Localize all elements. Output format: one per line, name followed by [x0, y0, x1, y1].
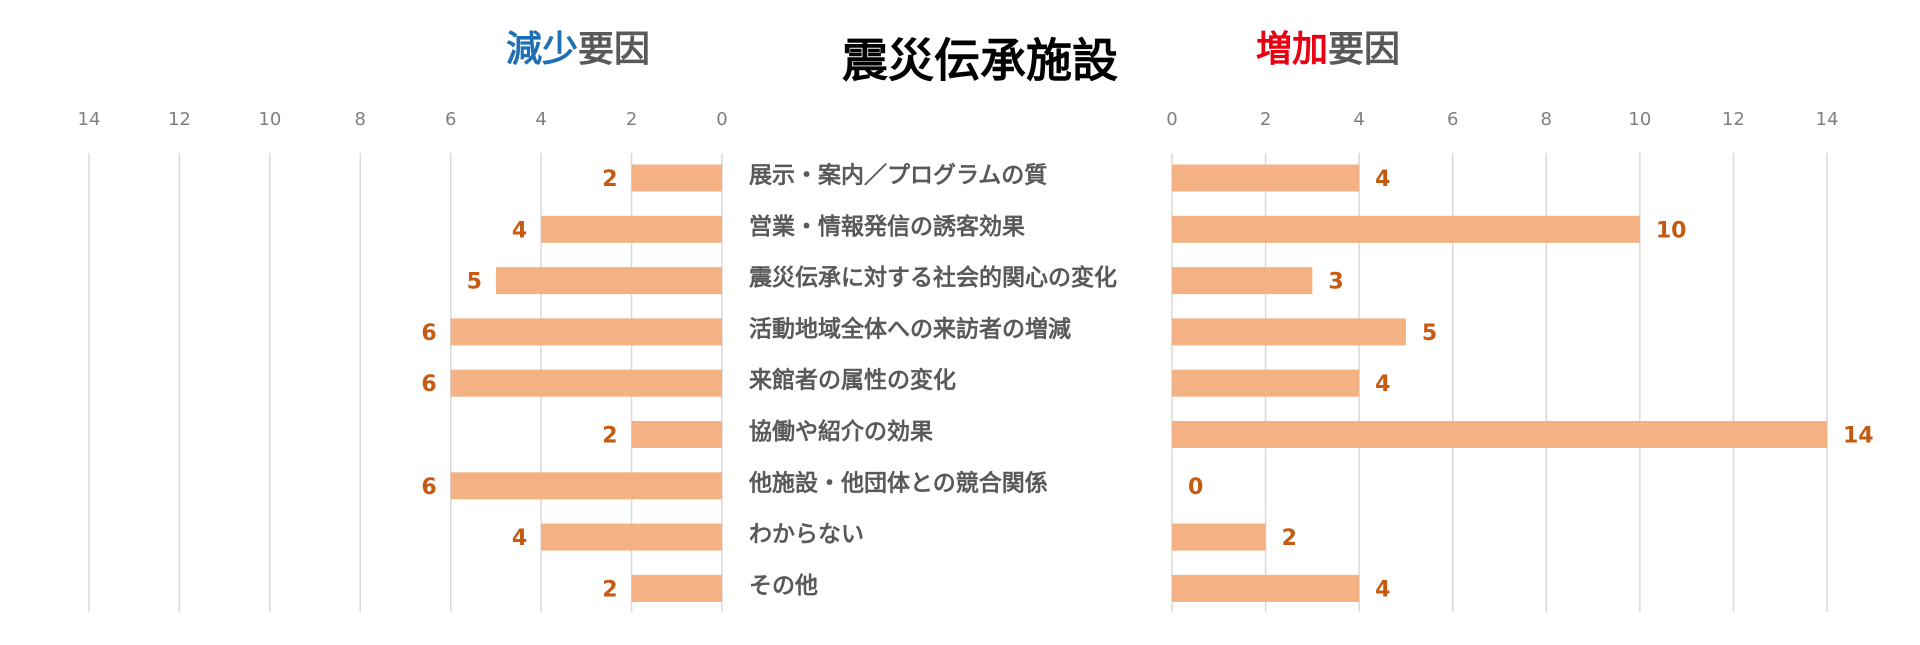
- value-label: 2: [602, 424, 617, 449]
- bar: [541, 523, 722, 551]
- bar: [1172, 318, 1406, 346]
- bar: [1172, 421, 1827, 448]
- bar: [541, 215, 722, 243]
- bar: [450, 318, 722, 346]
- value-label: 4: [512, 218, 527, 243]
- x-tick-label: 12: [1722, 109, 1745, 130]
- panel-header-part: 要因: [1328, 29, 1400, 70]
- x-tick-label: 10: [1628, 109, 1651, 130]
- value-label: 2: [602, 577, 617, 602]
- bar: [631, 574, 722, 602]
- x-tick-label: 14: [1816, 109, 1839, 130]
- bar: [1172, 267, 1313, 295]
- category-label: 他施設・他団体との競合関係: [748, 469, 1048, 496]
- value-label: 4: [512, 526, 527, 551]
- x-tick-label: 4: [1353, 109, 1364, 130]
- x-tick-label: 2: [626, 109, 637, 130]
- value-label: 6: [421, 321, 436, 346]
- category-label: わからない: [749, 522, 864, 548]
- x-tick-label: 6: [445, 109, 456, 130]
- panel-header: 増加要因: [1256, 29, 1400, 70]
- value-label: 3: [1328, 270, 1343, 295]
- chart-title: 震災伝承施設: [842, 34, 1118, 88]
- value-label: 14: [1843, 424, 1874, 449]
- value-label: 2: [1282, 526, 1297, 551]
- value-label: 4: [1375, 167, 1390, 192]
- panel-header: 減少要因: [506, 29, 650, 70]
- value-label: 6: [421, 372, 436, 397]
- bar: [1172, 215, 1640, 243]
- bar: [1172, 574, 1360, 602]
- panel-header-part: 増加: [1256, 29, 1328, 70]
- bar: [450, 369, 722, 397]
- category-label: 展示・案内／プログラムの質: [749, 162, 1047, 189]
- x-tick-label: 6: [1447, 109, 1458, 130]
- category-label: 活動地域全体への来訪者の増減: [749, 315, 1071, 342]
- x-tick-label: 12: [168, 109, 191, 130]
- value-label: 5: [1422, 321, 1437, 346]
- x-tick-label: 14: [78, 109, 101, 130]
- value-label: 6: [421, 475, 436, 500]
- bar: [631, 421, 722, 448]
- value-label: 2: [602, 167, 617, 192]
- bar: [1172, 164, 1360, 192]
- value-label: 10: [1656, 218, 1687, 243]
- x-tick-label: 10: [258, 109, 281, 130]
- value-label: 4: [1375, 372, 1390, 397]
- bar: [495, 267, 722, 295]
- bar: [450, 472, 722, 500]
- x-tick-label: 0: [1166, 109, 1177, 130]
- category-label: その他: [749, 573, 818, 599]
- x-tick-label: 4: [535, 109, 546, 130]
- category-label: 震災伝承に対する社会的関心の変化: [749, 264, 1117, 291]
- panel-header-part: 要因: [578, 29, 650, 70]
- bar: [631, 164, 722, 192]
- panel-header-part: 減少: [506, 29, 578, 70]
- value-label: 5: [467, 270, 482, 295]
- value-label: 0: [1188, 475, 1203, 500]
- category-label: 協働や紹介の効果: [749, 418, 933, 445]
- bar: [1172, 369, 1360, 397]
- x-tick-label: 2: [1260, 109, 1271, 130]
- x-tick-label: 8: [1541, 109, 1552, 130]
- x-tick-label: 0: [716, 109, 727, 130]
- bar: [1172, 523, 1266, 551]
- category-label: 営業・情報発信の誘客効果: [749, 213, 1025, 240]
- value-label: 4: [1375, 577, 1390, 602]
- category-label: 来館者の属性の変化: [749, 367, 956, 394]
- x-tick-label: 8: [355, 109, 366, 130]
